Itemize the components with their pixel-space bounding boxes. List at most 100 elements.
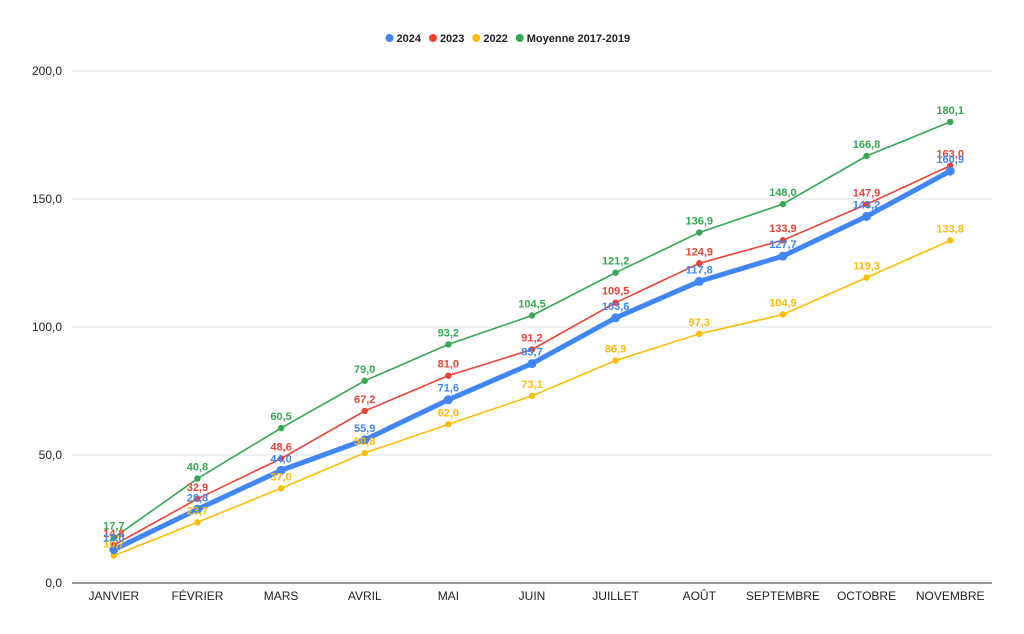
data-point-2023	[445, 372, 452, 379]
data-point-2024	[611, 313, 621, 323]
y-tick-label: 100,0	[32, 320, 62, 334]
data-label-2024: 85,7	[521, 347, 542, 359]
data-label-2022: 104,9	[769, 297, 797, 309]
data-point-moyenne-2017-2019	[194, 475, 201, 482]
data-label-2022: 119,3	[853, 261, 880, 273]
data-point-2024	[694, 276, 704, 286]
y-tick-label: 200,0	[32, 64, 62, 78]
data-label-moyenne-2017-2019: 79,0	[354, 364, 375, 376]
data-label-2024: 55,9	[354, 423, 375, 435]
data-point-2022	[696, 330, 703, 338]
data-point-moyenne-2017-2019	[863, 152, 870, 160]
x-tick-label: AVRIL	[348, 589, 382, 603]
data-label-2023: 133,9	[769, 223, 797, 235]
data-label-2024: 44,0	[270, 453, 291, 465]
x-tick-label: FÉVRIER	[171, 588, 223, 603]
data-label-2022: 133,8	[936, 223, 964, 235]
data-point-moyenne-2017-2019	[110, 534, 118, 541]
series-line-moyenne-2017-2019	[113, 121, 952, 539]
data-point-2022	[946, 237, 954, 244]
data-point-moyenne-2017-2019	[528, 312, 536, 319]
data-label-2024: 71,6	[438, 383, 459, 395]
data-point-2023	[612, 299, 619, 306]
x-tick-label: MAI	[438, 589, 459, 603]
data-label-2023: 147,9	[853, 187, 881, 199]
x-tick-label: SEPTEMBRE	[746, 589, 820, 603]
data-point-2024	[192, 504, 202, 514]
data-point-2022	[361, 449, 368, 457]
data-label-2023: 14,8	[103, 528, 124, 540]
data-point-2023	[863, 201, 870, 208]
data-labels: 17,7 40,8 60,5 79,0 93,2 104,5 121,2 136,9 148,0…	[103, 105, 964, 551]
y-axis: 0,0 50,0 100,0 150,0 200,0	[32, 64, 62, 590]
data-point-moyenne-2017-2019	[361, 377, 368, 384]
data-label-2022: 10,7	[103, 539, 124, 551]
y-tick-label: 150,0	[32, 192, 62, 206]
data-label-2022: 50,8	[354, 436, 375, 448]
data-point-2022	[110, 552, 118, 559]
data-label-moyenne-2017-2019: 121,2	[602, 256, 630, 268]
series-lines	[109, 118, 955, 559]
data-label-2024: 160,9	[936, 154, 964, 166]
data-label-moyenne-2017-2019: 180,1	[936, 105, 964, 117]
data-label-2022: 37,0	[270, 471, 291, 483]
data-point-2023	[194, 495, 201, 502]
data-label-moyenne-2017-2019: 166,8	[853, 139, 881, 151]
data-point-2023	[779, 237, 787, 244]
gridlines	[72, 70, 992, 584]
data-point-2023	[277, 455, 285, 462]
y-tick-label: 0,0	[45, 576, 62, 590]
data-point-2024	[778, 251, 788, 261]
data-label-moyenne-2017-2019: 60,5	[270, 411, 291, 423]
data-label-moyenne-2017-2019: 17,7	[103, 521, 124, 533]
legend-swatch	[515, 34, 524, 42]
data-label-2023: 91,2	[521, 333, 542, 345]
data-label-2023: 48,6	[270, 442, 291, 454]
legend: 2024 2023 2022 Moyenne 2017-2019	[385, 33, 630, 45]
data-point-moyenne-2017-2019	[696, 229, 703, 236]
x-tick-label: OCTOBRE	[837, 589, 896, 603]
data-label-2023: 109,5	[602, 286, 630, 298]
data-label-moyenne-2017-2019: 136,9	[686, 216, 714, 228]
data-label-2024: 28,8	[187, 492, 208, 504]
data-point-moyenne-2017-2019	[445, 341, 452, 348]
x-tick-label: AOÛT	[683, 588, 717, 603]
data-point-2023	[696, 260, 703, 267]
data-label-2023: 124,9	[686, 246, 714, 258]
data-point-2022	[863, 274, 870, 281]
data-point-moyenne-2017-2019	[612, 269, 619, 276]
data-label-2022: 97,3	[689, 317, 710, 329]
legend-swatch	[428, 34, 437, 42]
data-point-2022	[445, 421, 452, 428]
data-label-2024: 143,2	[853, 199, 881, 211]
data-label-2023: 67,2	[354, 394, 375, 406]
data-point-2024	[527, 359, 537, 369]
data-point-moyenne-2017-2019	[779, 200, 787, 208]
data-point-moyenne-2017-2019	[277, 424, 285, 432]
data-point-moyenne-2017-2019	[946, 118, 954, 126]
data-label-2023: 163,0	[936, 149, 964, 161]
data-point-2022	[194, 519, 201, 526]
data-label-2022: 73,1	[521, 379, 542, 391]
data-label-moyenne-2017-2019: 40,8	[187, 462, 208, 474]
data-point-2023	[361, 407, 368, 415]
legend-label: Moyenne 2017-2019	[527, 33, 630, 45]
data-point-2022	[612, 357, 619, 364]
data-point-2024	[945, 166, 955, 176]
legend-swatch	[472, 34, 481, 42]
data-label-2023: 81,0	[438, 359, 459, 371]
legend-label: 2023	[440, 33, 464, 45]
data-point-2024	[443, 395, 453, 405]
x-tick-label: JUIN	[519, 589, 546, 603]
data-point-2022	[779, 311, 787, 318]
x-axis: JANVIER FÉVRIER MARS AVRIL MAI JUIN JUILLET AOÛ…	[88, 588, 984, 603]
data-point-2024	[862, 211, 872, 221]
data-point-2022	[277, 485, 285, 492]
data-label-2024: 127,7	[769, 239, 797, 251]
x-tick-label: JANVIER	[88, 589, 139, 603]
data-label-2024: 117,8	[686, 264, 713, 276]
legend-label: 2022	[483, 33, 507, 45]
y-tick-label: 50,0	[39, 448, 63, 462]
